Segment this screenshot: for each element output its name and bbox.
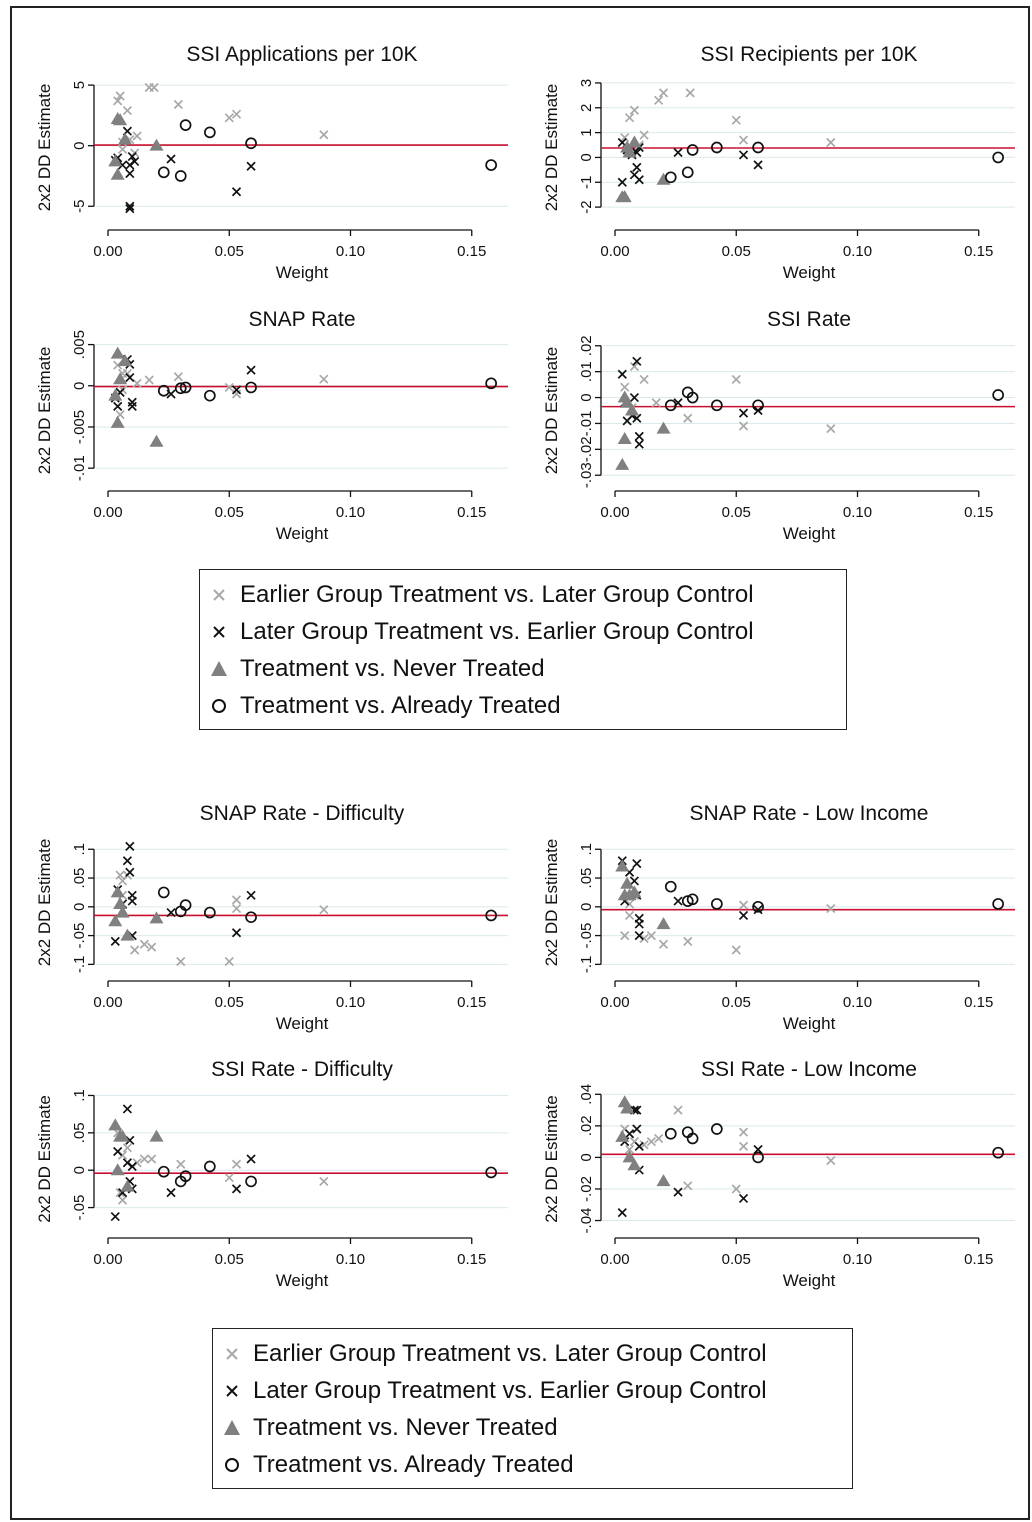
x-point	[647, 1138, 655, 1146]
x-point	[626, 1130, 634, 1138]
legend-item: Later Group Treatment vs. Earlier Group …	[208, 617, 754, 647]
x-axis-label: Weight	[783, 1271, 836, 1290]
legend-bottom: Earlier Group Treatment vs. Later Group …	[212, 1328, 853, 1489]
legend-item: Treatment vs. Already Treated	[221, 1450, 574, 1480]
legend-label: Later Group Treatment vs. Earlier Group …	[253, 1377, 767, 1405]
legend-label: Treatment vs. Never Treated	[253, 1414, 558, 1442]
y-axis-label: 2x2 DD Estimate	[542, 1095, 561, 1223]
circle-icon	[221, 1454, 243, 1476]
y-tick-label: -.04	[578, 1208, 595, 1234]
x-mark-icon	[208, 621, 230, 643]
legend-item: Treatment vs. Never Treated	[208, 654, 545, 684]
x-point	[740, 1128, 748, 1136]
x-mark-icon	[221, 1343, 243, 1365]
x-mark-icon	[221, 1380, 243, 1402]
x-tick-label: 0.15	[964, 1251, 993, 1268]
x-tick-label: 0.00	[600, 1251, 629, 1268]
legend-label: Earlier Group Treatment vs. Later Group …	[240, 581, 754, 609]
x-mark-icon	[208, 584, 230, 606]
circle-point	[993, 1148, 1003, 1158]
x-point	[740, 1142, 748, 1150]
legend-label: Earlier Group Treatment vs. Later Group …	[253, 1340, 767, 1368]
y-tick-label: 0	[578, 1153, 595, 1161]
triangle-point	[657, 1174, 671, 1186]
legend-label: Treatment vs. Already Treated	[253, 1451, 574, 1479]
legend-label: Later Group Treatment vs. Earlier Group …	[240, 618, 754, 646]
legend-item: Treatment vs. Never Treated	[221, 1413, 558, 1443]
triangle-icon	[221, 1417, 243, 1439]
x-tick-label: 0.10	[843, 1251, 872, 1268]
legend-label: Treatment vs. Already Treated	[240, 692, 561, 720]
x-point	[674, 1106, 682, 1114]
legend-item: Later Group Treatment vs. Earlier Group …	[221, 1376, 767, 1406]
legend-item: Earlier Group Treatment vs. Later Group …	[221, 1339, 767, 1369]
x-tick-label: 0.05	[722, 1251, 751, 1268]
triangle-point	[618, 1095, 632, 1107]
y-tick-label: .02	[578, 1115, 595, 1136]
legend-top: Earlier Group Treatment vs. Later Group …	[199, 569, 847, 730]
legend-label: Treatment vs. Never Treated	[240, 655, 545, 683]
chart-title: SSI Rate - Low Income	[701, 1058, 917, 1081]
legend-item: Treatment vs. Already Treated	[208, 691, 561, 721]
y-tick-label: .04	[578, 1084, 595, 1105]
x-point	[655, 1134, 663, 1142]
x-point	[740, 1194, 748, 1202]
legend-item: Earlier Group Treatment vs. Later Group …	[208, 580, 754, 610]
circle-icon	[208, 695, 230, 717]
circle-point	[666, 1129, 676, 1139]
x-point	[618, 1209, 626, 1217]
triangle-icon	[208, 658, 230, 680]
y-tick-label: -.02	[578, 1176, 595, 1202]
